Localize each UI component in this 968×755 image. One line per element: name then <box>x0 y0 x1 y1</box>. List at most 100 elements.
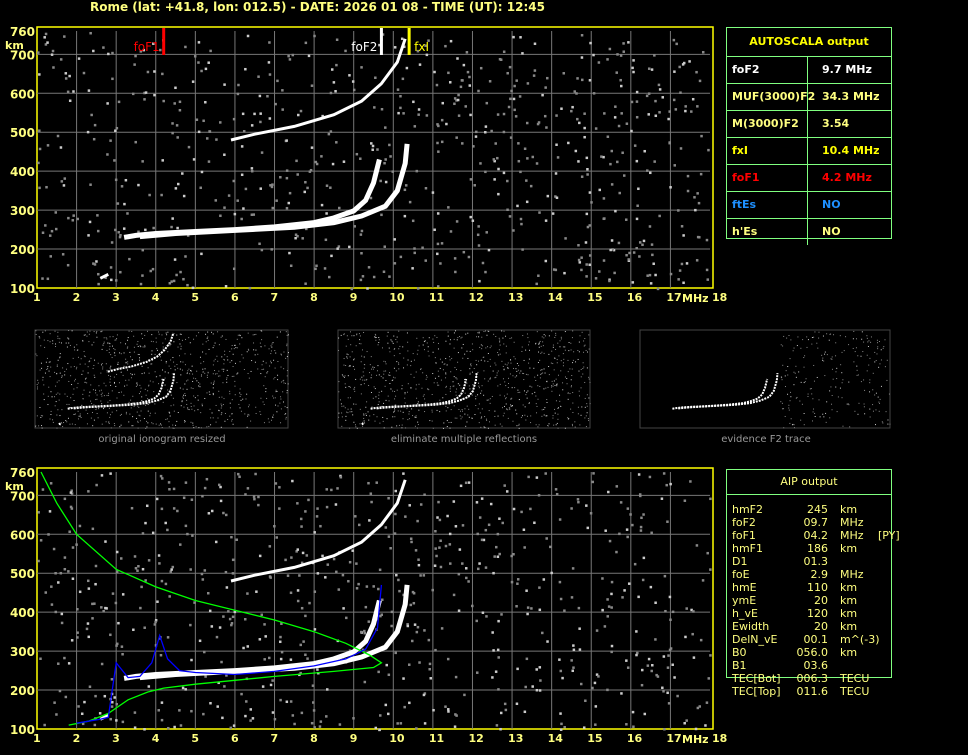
noise-dot <box>54 371 56 373</box>
noise-dot <box>160 359 162 361</box>
noise-dot <box>461 398 463 400</box>
noise-dot <box>179 270 182 274</box>
noise-dot <box>400 410 402 412</box>
noise-dot <box>643 149 646 153</box>
noise-dot <box>313 531 316 534</box>
noise-dot <box>140 346 142 348</box>
noise-dot <box>549 545 552 549</box>
noise-dot <box>223 83 226 86</box>
noise-dot <box>59 357 61 359</box>
noise-dot <box>233 610 237 614</box>
noise-dot <box>98 408 100 410</box>
aip-row: hmF2 245 km <box>732 503 902 516</box>
noise-dot <box>98 712 102 715</box>
aip-cell: km <box>840 594 858 607</box>
noise-dot <box>341 425 343 427</box>
noise-dot <box>93 331 95 333</box>
noise-dot <box>231 348 233 350</box>
noise-dot <box>625 659 628 662</box>
noise-dot <box>468 385 470 387</box>
noise-dot <box>537 274 540 277</box>
noise-dot <box>88 333 90 335</box>
noise-dot <box>133 335 135 337</box>
noise-dot <box>878 401 880 403</box>
noise-dot <box>120 645 124 648</box>
noise-dot <box>138 414 140 416</box>
noise-dot <box>164 521 167 525</box>
noise-dot <box>162 348 164 350</box>
noise-dot <box>385 380 387 382</box>
noise-dot <box>87 413 89 415</box>
noise-dot <box>224 570 228 574</box>
noise-dot <box>96 394 98 396</box>
noise-dot <box>106 102 109 105</box>
noise-dot <box>407 341 409 343</box>
noise-dot <box>324 238 328 242</box>
noise-dot <box>805 378 807 380</box>
noise-dot <box>363 383 365 385</box>
noise-dot <box>258 242 261 246</box>
noise-dot <box>374 420 376 422</box>
noise-dot <box>578 648 582 651</box>
noise-dot <box>444 44 447 48</box>
noise-dot <box>390 388 392 390</box>
noise-dot <box>400 37 404 41</box>
noise-dot <box>479 346 481 348</box>
noise-dot <box>855 338 857 340</box>
noise-dot <box>826 333 828 335</box>
noise-dot <box>201 405 203 407</box>
noise-dot <box>159 474 163 478</box>
noise-dot <box>42 379 44 381</box>
noise-dot <box>537 426 539 428</box>
noise-dot <box>487 360 489 362</box>
noise-dot <box>350 408 352 410</box>
noise-dot <box>133 711 137 714</box>
noise-dot <box>189 373 191 375</box>
noise-dot <box>353 358 355 360</box>
noise-dot <box>246 592 249 595</box>
noise-dot <box>831 395 833 397</box>
noise-dot <box>824 353 826 355</box>
noise-dot <box>520 510 523 514</box>
noise-dot <box>116 202 120 205</box>
noise-dot <box>271 183 274 186</box>
noise-dot <box>137 421 139 423</box>
noise-dot <box>145 404 147 406</box>
noise-dot <box>171 565 175 569</box>
noise-dot <box>190 369 192 371</box>
noise-dot <box>625 253 628 257</box>
noise-dot <box>69 505 73 509</box>
noise-dot <box>363 356 365 358</box>
noise-dot <box>516 370 518 372</box>
noise-dot <box>531 685 534 688</box>
aip-cell: D1 <box>732 555 748 568</box>
noise-dot <box>68 99 72 103</box>
noise-dot <box>68 403 70 405</box>
noise-dot <box>387 673 391 677</box>
noise-dot <box>866 370 868 372</box>
autoscala-label: ftEs <box>727 192 808 218</box>
noise-dot <box>514 358 516 360</box>
noise-dot <box>874 361 876 363</box>
noise-dot <box>880 349 882 351</box>
aip-cell: hmF1 <box>732 542 764 555</box>
noise-dot <box>363 331 365 333</box>
noise-dot <box>436 516 439 519</box>
noise-dot <box>165 332 167 334</box>
noise-dot <box>537 385 539 387</box>
noise-dot <box>54 227 58 231</box>
noise-dot <box>296 599 300 603</box>
noise-dot <box>431 420 433 422</box>
noise-dot <box>137 341 139 343</box>
noise-dot <box>221 716 224 720</box>
noise-dot <box>272 416 274 418</box>
noise-dot <box>635 246 638 250</box>
noise-dot <box>329 186 332 189</box>
noise-dot <box>232 724 236 727</box>
autoscala-row: M(3000)F2 3.54 <box>727 111 891 138</box>
noise-dot <box>557 407 559 409</box>
noise-dot <box>462 343 464 345</box>
noise-dot <box>580 256 583 259</box>
noise-dot <box>683 721 686 725</box>
noise-dot <box>325 505 329 509</box>
